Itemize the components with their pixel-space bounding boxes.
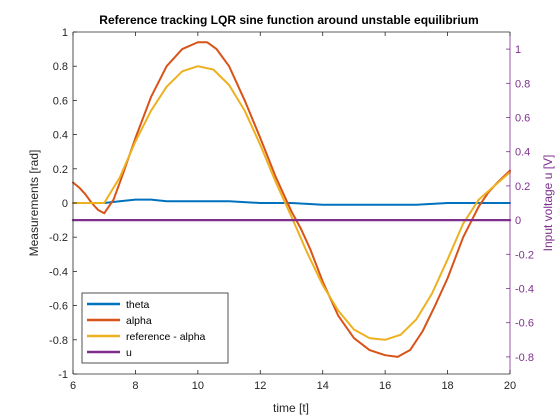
legend-label: reference - alpha bbox=[126, 331, 206, 343]
y-tick-label-right: 0.2 bbox=[515, 181, 530, 193]
series-line-alpha bbox=[72, 41, 511, 358]
y-tick-label-left: 1 bbox=[62, 27, 68, 39]
y-tick-label-right: -0.2 bbox=[515, 249, 534, 261]
y-tick-label-left: 0.4 bbox=[53, 130, 68, 142]
x-tick-label: 10 bbox=[192, 380, 204, 392]
x-axis-label: time [t] bbox=[273, 401, 309, 415]
x-tick-label: 20 bbox=[504, 380, 516, 392]
y-tick-label-left: -1 bbox=[58, 369, 68, 381]
y-tick-label-left: -0.8 bbox=[49, 335, 68, 347]
legend-label: u bbox=[126, 347, 132, 359]
y-tick-label-right: 0.4 bbox=[515, 147, 530, 159]
y-tick-label-right: 0.6 bbox=[515, 113, 530, 125]
x-tick-label: 18 bbox=[441, 380, 453, 392]
y-tick-label-left: 0.2 bbox=[53, 164, 68, 176]
x-tick-label: 14 bbox=[317, 380, 329, 392]
y-tick-label-right: -0.8 bbox=[515, 352, 534, 364]
y-tick-label-left: -0.2 bbox=[49, 232, 68, 244]
y-tick-label-right: -0.6 bbox=[515, 318, 534, 330]
y-tick-label-left: 0.6 bbox=[53, 95, 68, 107]
y-axis-left-label: Measurements [rad] bbox=[27, 150, 41, 257]
y-tick-label-left: -0.6 bbox=[49, 301, 68, 313]
series-line-theta bbox=[72, 198, 511, 206]
y-tick-label-right: 1 bbox=[515, 44, 521, 56]
x-tick-label: 8 bbox=[132, 380, 138, 392]
y-tick-label-left: -0.4 bbox=[49, 266, 68, 278]
legend-label: theta bbox=[126, 299, 150, 311]
series-layer bbox=[71, 41, 512, 358]
y-tick-label-left: 0 bbox=[62, 198, 68, 210]
axes-layer: 6 8 10 12 14 16 18 2010.80.60.40.20-0.2-0.4-0.6… bbox=[49, 27, 534, 392]
y-tick-label-right: 0.8 bbox=[515, 78, 530, 90]
y-axis-right-label: Input voltage u [V] bbox=[541, 155, 555, 252]
x-tick-label: 12 bbox=[254, 380, 266, 392]
x-tick-label: 16 bbox=[379, 380, 391, 392]
legend-label: alpha bbox=[126, 315, 152, 327]
chart-title: Reference tracking LQR sine function aro… bbox=[99, 13, 478, 27]
y-tick-label-right: -0.4 bbox=[515, 284, 534, 296]
y-tick-label-left: 0.8 bbox=[53, 61, 68, 73]
y-tick-label-right: 0 bbox=[515, 215, 521, 227]
x-tick-label: 6 bbox=[70, 380, 76, 392]
legend: theta alpha reference - alpha u bbox=[81, 292, 229, 364]
series-line-reference-alpha bbox=[72, 65, 511, 341]
